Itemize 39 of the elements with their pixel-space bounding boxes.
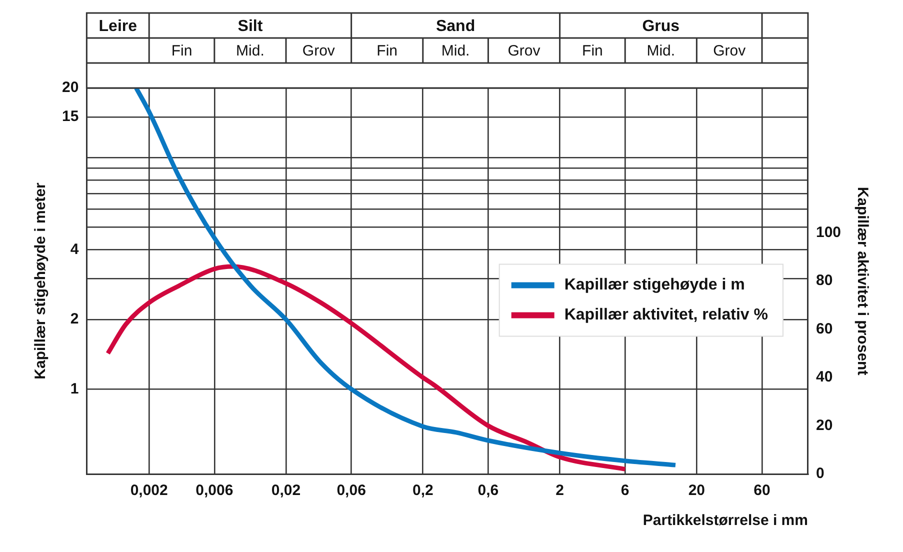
x-tick-label: 60: [754, 482, 770, 500]
y2-tick-label: 0: [816, 465, 824, 482]
text: Mid.: [441, 42, 470, 60]
x-tick-label: 6: [620, 482, 630, 500]
text: Fin: [376, 42, 398, 60]
text: Fin: [582, 42, 603, 60]
y2-tick-label: 100: [816, 224, 842, 241]
y2-tick-label: 40: [816, 368, 833, 386]
y2-tick-label: 60: [816, 320, 833, 338]
text: Grov: [302, 42, 336, 60]
x-tick-label: 0,02: [271, 482, 301, 500]
text: Grov: [713, 42, 746, 60]
legend-label: Kapillær aktivitet, relativ %: [564, 306, 768, 324]
legend-label: Kapillær stigehøyde i m: [564, 276, 745, 294]
x-axis-title: Partikkelstørrelse i mm: [642, 512, 808, 530]
text: Fin: [171, 42, 192, 60]
text: Silt: [238, 18, 264, 35]
y2-tick-label: 80: [816, 272, 833, 290]
x-tick-label: 2: [556, 482, 564, 500]
x-tick-label: 0,002: [130, 482, 168, 500]
x-tick-label: 0,006: [196, 482, 234, 500]
y-tick-label: 4: [70, 240, 80, 258]
y2-tick-label: 20: [816, 416, 833, 434]
x-tick-label: 0,2: [412, 482, 434, 500]
y-axis-title: Kapillær stigehøyde i meter: [32, 182, 50, 380]
x-tick-label: 20: [688, 482, 706, 500]
text: Sand: [436, 18, 476, 35]
text: Grus: [642, 18, 680, 35]
y-tick-label: 15: [62, 108, 79, 126]
y-tick-label: 20: [62, 79, 79, 96]
y2-axis-title: Kapillær aktivitet i prosent: [854, 186, 871, 376]
text: Leire: [98, 18, 138, 35]
text: Mid.: [646, 42, 676, 60]
text: Grov: [508, 42, 541, 60]
y-tick-label: 2: [70, 310, 79, 328]
x-tick-label: 0,6: [478, 482, 499, 500]
y-tick-label: 1: [70, 380, 79, 398]
x-tick-label: 0,06: [336, 482, 366, 500]
text: Mid.: [236, 42, 264, 60]
